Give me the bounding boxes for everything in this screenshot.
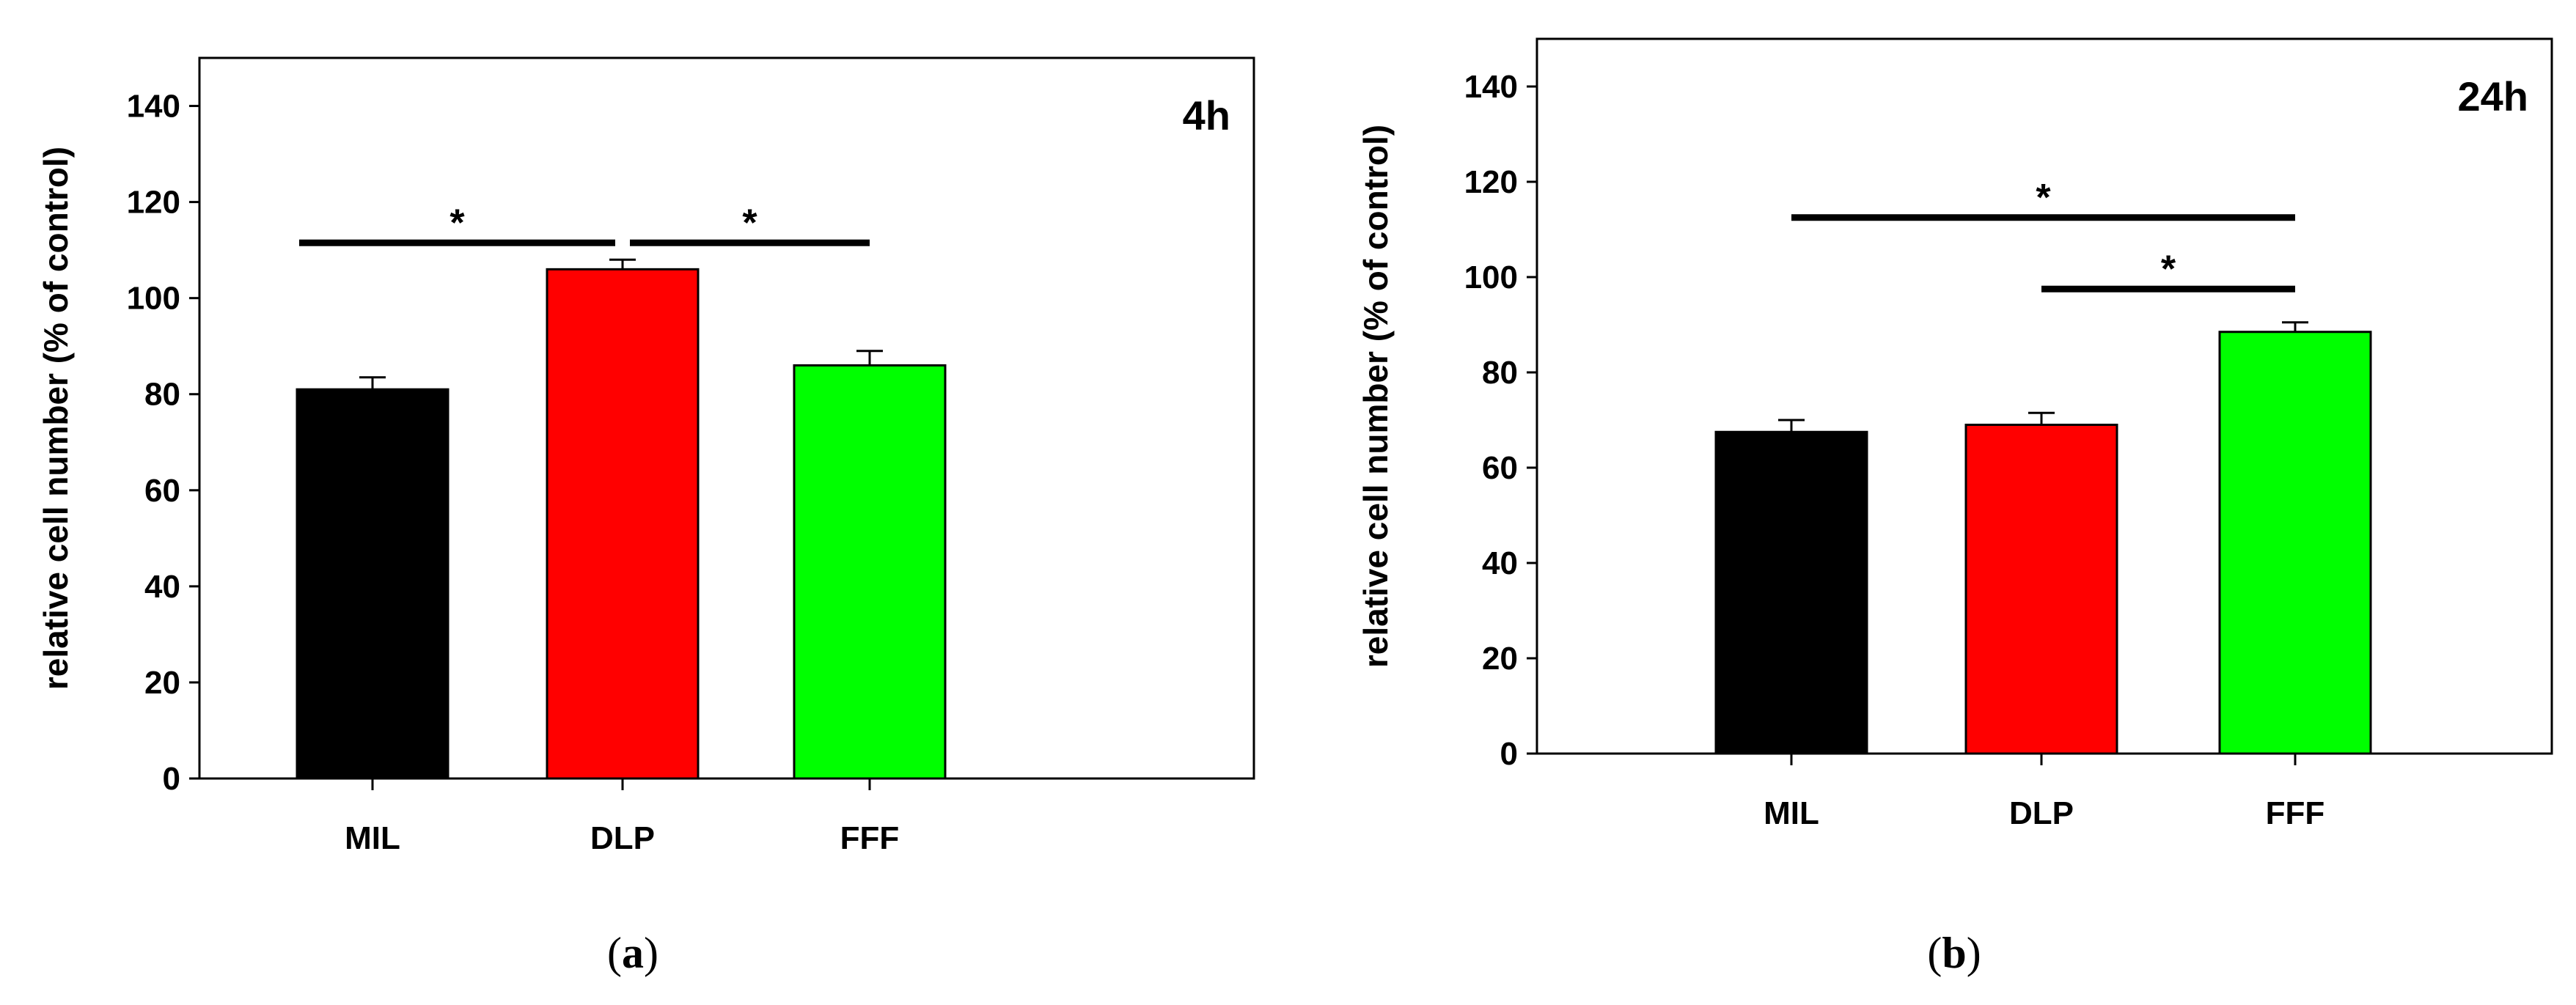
bar-mil — [296, 388, 449, 780]
y-tick-label: 40 — [144, 569, 180, 605]
x-tick-label: MIL — [345, 820, 400, 856]
y-tick-label: 140 — [1464, 69, 1518, 105]
y-tick-label: 0 — [1500, 736, 1518, 772]
y-tick-label: 80 — [144, 377, 180, 413]
bar-fff — [793, 364, 947, 780]
y-tick-label: 140 — [127, 89, 180, 125]
y-tick-label: 120 — [127, 185, 180, 221]
bar-dlp — [1964, 424, 2118, 755]
y-tick-label: 20 — [144, 665, 180, 701]
y-tick-label: 80 — [1482, 355, 1518, 391]
y-tick-label: 20 — [1482, 641, 1518, 677]
x-tick-label: DLP — [2009, 795, 2074, 831]
y-axis-label: relative cell number (% of control) — [1357, 125, 1395, 668]
significance-star: * — [742, 202, 757, 244]
y-tick-label: 40 — [1482, 545, 1518, 581]
panel-label: 24h — [2458, 73, 2529, 119]
bar-fff — [2218, 331, 2372, 755]
y-tick-label: 60 — [1482, 450, 1518, 486]
panel-label: 4h — [1183, 92, 1230, 139]
x-tick-label: MIL — [1764, 795, 1819, 831]
panel-caption: (b) — [1927, 929, 1981, 977]
y-axis-label: relative cell number (% of control) — [37, 147, 75, 690]
significance-star: * — [449, 202, 465, 244]
x-tick-label: DLP — [590, 820, 655, 856]
y-tick-label: 60 — [144, 473, 180, 509]
significance-star: * — [2036, 177, 2051, 219]
chart-panel-a: 0 20 40 60 80 100 120 140 relative cell number (… — [37, 56, 1255, 977]
y-tick-label: 0 — [163, 761, 180, 797]
chart-panel-b: 0 20 40 60 80 100 120 140 relative cell number (… — [1357, 37, 2553, 977]
plot-frame — [198, 56, 1255, 780]
x-tick-label: FFF — [2266, 795, 2325, 831]
bar-mil — [1714, 430, 1868, 755]
significance-star: * — [2161, 248, 2176, 290]
panel-caption: (a) — [607, 929, 658, 977]
y-tick-label: 100 — [1464, 259, 1518, 295]
bar-dlp — [546, 268, 700, 780]
x-tick-label: FFF — [840, 820, 900, 856]
y-tick-label: 100 — [127, 281, 180, 317]
y-tick-label: 120 — [1464, 164, 1518, 200]
